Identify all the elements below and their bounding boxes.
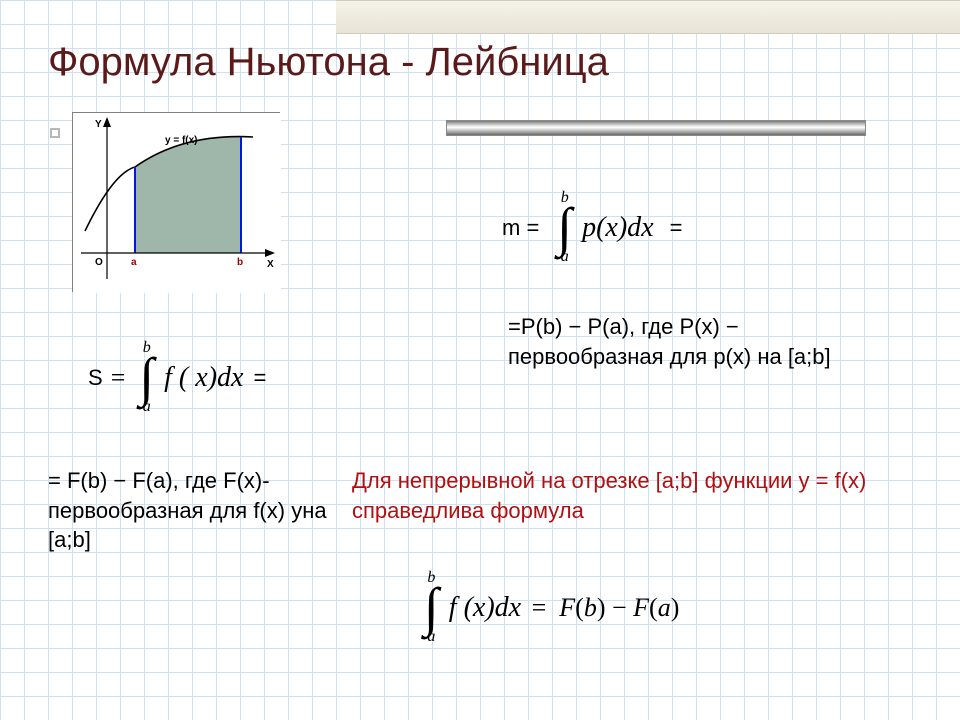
curve-label: y = f(x) — [165, 135, 198, 146]
origin-label: O — [95, 257, 103, 268]
integrand-S: f ( x)dx — [164, 362, 243, 394]
integral-sign-m: b ∫ a — [557, 190, 572, 265]
b-label: b — [237, 257, 243, 268]
formula-mass-m: m = b ∫ a p(x)dx = — [502, 190, 682, 265]
slide-title: Формула Ньютона - Лейбница — [48, 40, 609, 85]
integrand-final: f (x)dx — [449, 592, 521, 624]
lower-bound: a — [561, 249, 569, 265]
window-titlebar-fragment — [336, 0, 960, 34]
S-suffix: = — [253, 365, 266, 391]
text-m-result: =P(b) − P(a), где P(x) − первообразная д… — [508, 312, 878, 371]
decorative-divider-bar — [446, 120, 866, 136]
area-under-curve-graph: Y X O a b y = f(x) — [72, 112, 280, 292]
text-statement: Для непрерывной на отрезке [a;b] функции… — [352, 466, 912, 525]
rhs-final: = F(b) − F(a) — [525, 593, 679, 623]
integral-sign-S: b ∫ a — [139, 340, 154, 415]
integrand-m: p(x)dx — [582, 212, 654, 244]
lower-bound: a — [143, 399, 151, 415]
formula-area-S: S = b ∫ a f ( x)dx = — [88, 340, 266, 415]
text-S-result: = F(b) − F(a), где F(x)-первообразная дл… — [48, 466, 338, 555]
m-suffix: = — [670, 215, 683, 241]
equals-sign: = — [111, 363, 126, 393]
axis-x-label: X — [267, 259, 274, 270]
a-label: a — [131, 257, 137, 268]
S-prefix: S — [88, 365, 103, 391]
lower-bound: a — [427, 629, 435, 645]
m-prefix: m = — [502, 215, 539, 241]
integral-sign-final: b ∫ a — [424, 570, 439, 645]
graph-svg: Y X O a b y = f(x) — [73, 113, 281, 293]
axis-y-label: Y — [95, 119, 102, 130]
bullet-decor — [50, 128, 60, 138]
formula-newton-leibniz: b ∫ a f (x)dx = F(b) − F(a) — [418, 570, 679, 645]
